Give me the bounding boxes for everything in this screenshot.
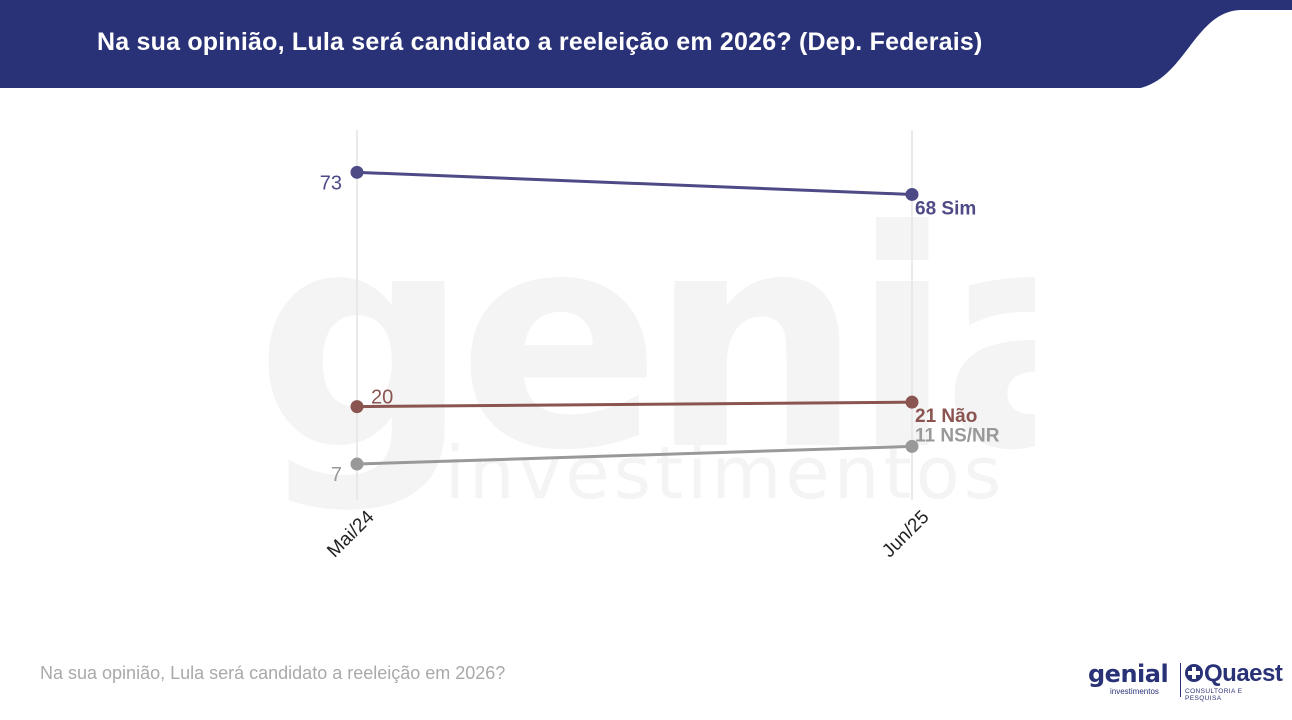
quaest-logo-sub: CONSULTORIA E PESQUISA <box>1185 688 1243 702</box>
quaest-plus-icon <box>1185 664 1203 682</box>
logo-divider <box>1180 663 1181 697</box>
genial-logo-sub: investimentos <box>1110 687 1159 696</box>
chart-labels: 73 68 Sim 20 21 Não 7 11 NS/NR <box>320 172 1000 486</box>
line-chart: 73 68 Sim 20 21 Não 7 11 NS/NR Mai/24 Jun/25 <box>320 130 1000 562</box>
start-label-sim: 73 <box>320 172 342 194</box>
point-nsnr-1 <box>350 457 364 471</box>
point-nao-1 <box>350 400 364 414</box>
start-label-nao: 20 <box>371 387 393 409</box>
watermark-brand: genial <box>255 210 1035 510</box>
end-label-nao: 21 Não <box>915 406 977 427</box>
footer-question: Na sua opinião, Lula será candidato a re… <box>40 663 506 683</box>
end-label-sim: 68 Sim <box>915 198 976 219</box>
brand-logos: genial investimentos Quaest CONSULTORIA … <box>1086 660 1283 702</box>
point-sim-1 <box>350 165 364 179</box>
page-title: Na sua opinião, Lula será candidato a re… <box>97 28 983 56</box>
quaest-logo: Quaest <box>1204 660 1283 687</box>
genial-watermark: genial investimentos <box>255 210 1035 510</box>
chart-x-ticks: Mai/24 Jun/25 <box>323 506 933 561</box>
x-tick-label-2: Jun/25 <box>878 507 933 562</box>
start-label-nsnr: 7 <box>331 464 342 486</box>
x-tick-label-1: Mai/24 <box>323 506 378 561</box>
point-nao-2 <box>905 395 919 409</box>
end-label-nsnr: 11 NS/NR <box>915 425 1000 446</box>
series-line-nsnr <box>356 444 913 466</box>
header-banner: Na sua opinião, Lula será candidato a re… <box>0 0 1292 90</box>
point-sim-2 <box>905 187 919 201</box>
chart-series <box>350 165 919 471</box>
chart-grid <box>356 130 913 500</box>
point-nsnr-2 <box>905 439 919 453</box>
series-line-sim <box>356 170 913 196</box>
series-line-nao <box>356 400 913 409</box>
header-background <box>0 0 1292 88</box>
genial-logo: genial <box>1088 660 1169 688</box>
